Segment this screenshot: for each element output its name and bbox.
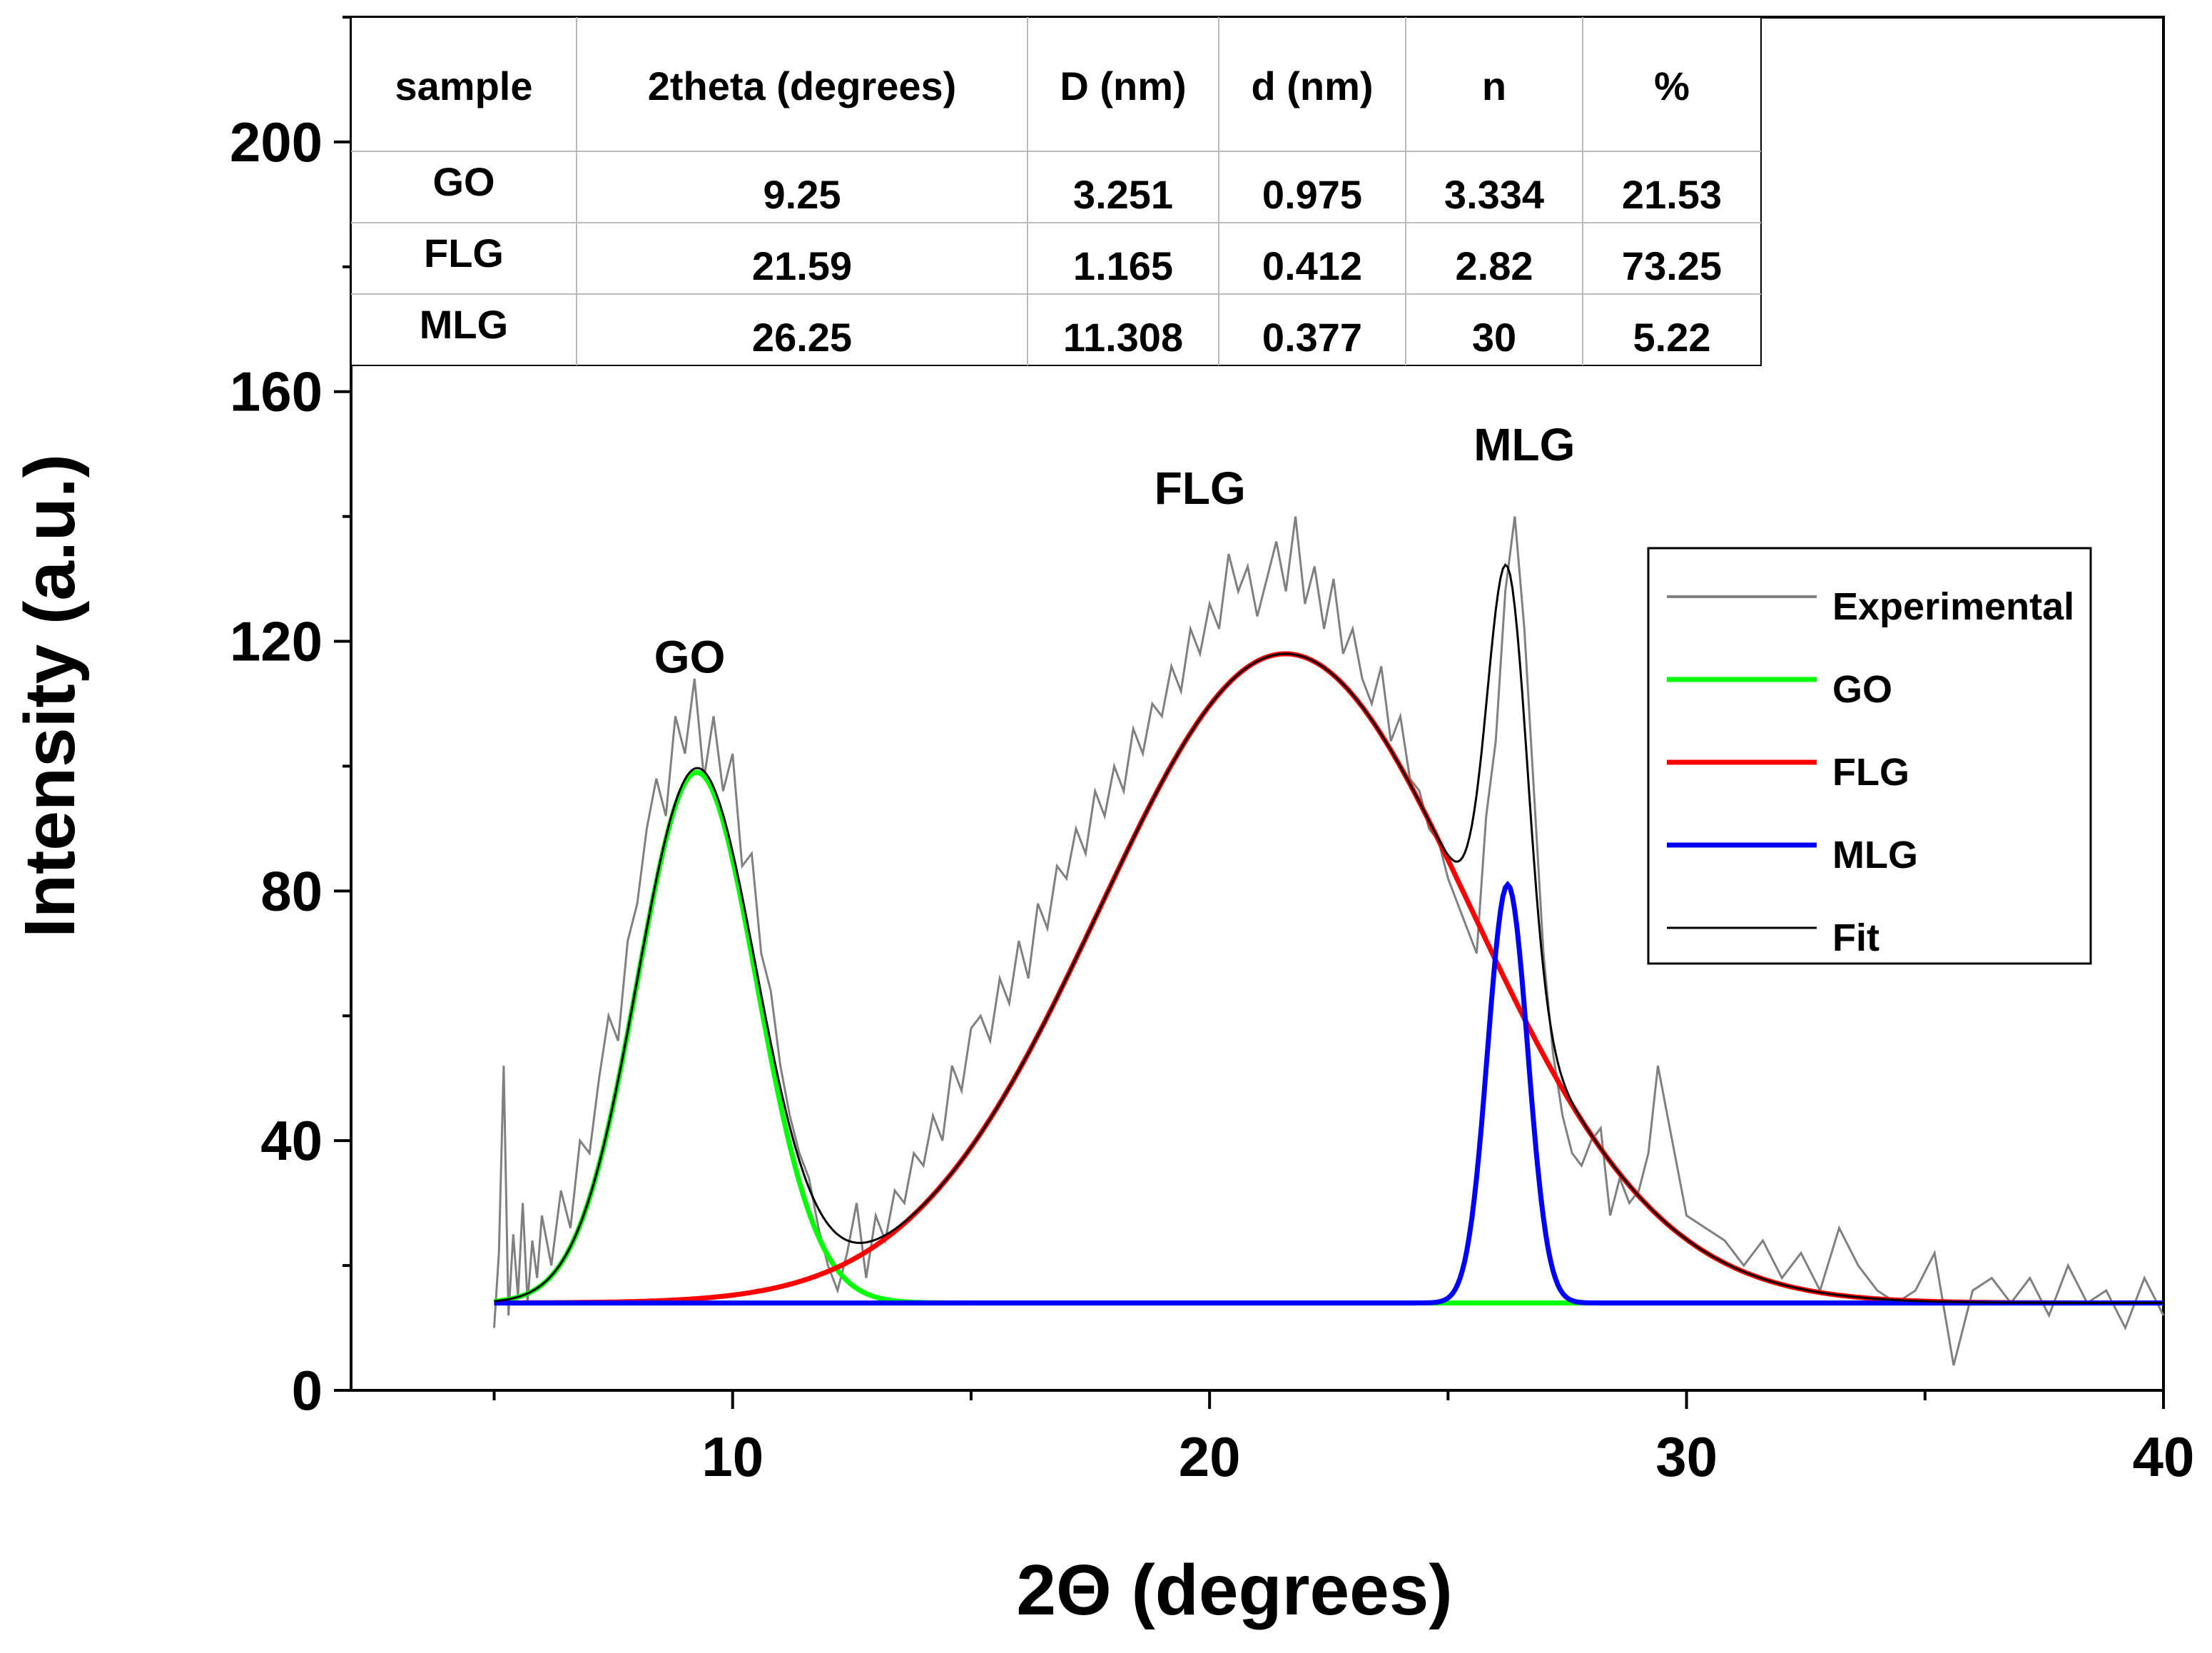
legend-label-mlg: MLG bbox=[1832, 834, 1918, 876]
y-tick-label: 40 bbox=[260, 1109, 323, 1172]
table-cell: 11.308 bbox=[1063, 315, 1183, 360]
table-cell: 21.59 bbox=[752, 243, 852, 288]
legend-label-experimental: Experimental bbox=[1832, 585, 2074, 628]
table-cell: GO bbox=[432, 159, 494, 204]
table-cell: 3.251 bbox=[1073, 172, 1173, 217]
series-experimental bbox=[493, 516, 2165, 1366]
table-cell: 21.53 bbox=[1622, 172, 1722, 217]
legend: Experimental GO FLG MLG Fit bbox=[1647, 547, 2092, 965]
table-cell: 9.25 bbox=[763, 172, 841, 217]
peak-annotations: GO FLG MLG bbox=[654, 419, 1576, 682]
results-table: sample 2theta (degrees) D (nm) d (nm) n % GO 9.… bbox=[350, 16, 1762, 366]
table-cell: 2.82 bbox=[1456, 243, 1533, 288]
table-background bbox=[350, 16, 1762, 366]
y-axis-label: Intensity (a.u.) bbox=[10, 454, 90, 938]
plot-series bbox=[493, 516, 2165, 1366]
table-cell: 0.975 bbox=[1262, 172, 1362, 217]
peak-label: GO bbox=[654, 631, 726, 682]
legend-label-fit: Fit bbox=[1832, 916, 1879, 959]
y-tick-label: 200 bbox=[230, 111, 323, 173]
x-tick-label: 40 bbox=[2133, 1425, 2195, 1488]
table-cell: 3.334 bbox=[1444, 172, 1544, 217]
table-cell: 30 bbox=[1472, 315, 1516, 360]
x-tick-label: 20 bbox=[1179, 1425, 1241, 1488]
x-tick-label: 30 bbox=[1655, 1425, 1718, 1488]
peak-label: MLG bbox=[1473, 419, 1575, 470]
table-header-cell: % bbox=[1654, 64, 1690, 108]
table-header-cell: D (nm) bbox=[1060, 64, 1186, 108]
table-cell: MLG bbox=[420, 302, 508, 347]
x-axis: 10 20 30 40 bbox=[492, 1390, 2195, 1488]
legend-label-go: GO bbox=[1832, 668, 1892, 711]
y-tick-label: 120 bbox=[230, 610, 323, 673]
table-cell: 1.165 bbox=[1073, 243, 1173, 288]
table-header-cell: sample bbox=[395, 64, 533, 108]
y-tick-label: 80 bbox=[260, 859, 323, 922]
table-cell: 73.25 bbox=[1622, 243, 1722, 288]
legend-label-flg: FLG bbox=[1832, 751, 1909, 794]
table-cell: FLG bbox=[424, 231, 504, 276]
series-mlg bbox=[494, 880, 2163, 1306]
table-header-cell: n bbox=[1482, 64, 1506, 108]
table-cell: 0.377 bbox=[1262, 315, 1362, 360]
y-axis: 0 40 80 120 160 200 bbox=[230, 16, 351, 1422]
x-axis-label: 2Θ (degrees) bbox=[1016, 1550, 1452, 1630]
legend-box bbox=[1647, 547, 2092, 965]
table-cell: 0.412 bbox=[1262, 243, 1362, 288]
table-header-cell: 2theta (degrees) bbox=[648, 64, 957, 108]
x-tick-label: 10 bbox=[701, 1425, 763, 1488]
y-tick-label: 0 bbox=[292, 1359, 323, 1422]
table-header-cell: d (nm) bbox=[1251, 64, 1373, 108]
y-tick-label: 160 bbox=[230, 360, 323, 423]
table-cell: 5.22 bbox=[1633, 315, 1711, 360]
series-fit bbox=[494, 563, 2164, 1305]
peak-label: FLG bbox=[1155, 462, 1246, 514]
table-cell: 26.25 bbox=[752, 315, 852, 360]
